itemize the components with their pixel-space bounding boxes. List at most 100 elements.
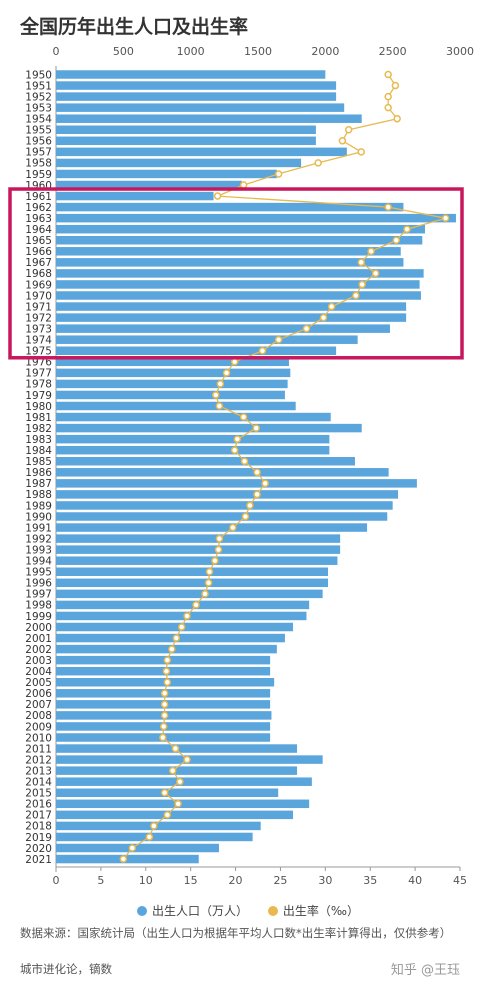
rate-point: [145, 833, 154, 841]
chart-title: 全国历年出生人口及出生率: [20, 16, 249, 38]
year-label: 1972: [25, 312, 52, 324]
year-label: 2019: [25, 832, 52, 844]
bar: [56, 457, 355, 466]
bar: [56, 247, 401, 256]
bar: [56, 578, 329, 588]
bar: [56, 556, 338, 565]
year-label: 2014: [25, 777, 52, 789]
year-label: 1969: [25, 279, 52, 291]
bar: [56, 810, 294, 820]
rate-point: [357, 258, 365, 267]
rate-point: [192, 601, 200, 609]
rate-point: [168, 645, 176, 653]
year-label: 2009: [25, 721, 52, 733]
rate-point: [229, 523, 237, 532]
year-label: 1962: [25, 202, 52, 214]
rate-point: [384, 203, 392, 211]
legend-item-rate[interactable]: 出生率（‰）: [267, 902, 359, 919]
bottom-axis-tick: 30: [318, 874, 332, 887]
rate-point: [119, 855, 128, 863]
bar: [56, 368, 291, 378]
year-label: 1954: [25, 114, 52, 126]
bar: [56, 600, 310, 610]
legend-item-births[interactable]: 出生人口（万人）: [137, 902, 248, 919]
bar: [56, 854, 199, 864]
rate-point: [204, 579, 213, 587]
bar: [56, 236, 423, 245]
year-label: 1951: [25, 80, 52, 92]
year-label: 1986: [25, 467, 52, 479]
rate-point: [327, 302, 336, 311]
rate-point: [240, 457, 249, 465]
bar: [56, 523, 368, 532]
legend-dot-rate-icon: [267, 906, 278, 916]
rate-point: [319, 313, 328, 322]
rate-point: [230, 358, 239, 366]
year-label: 2015: [25, 788, 52, 800]
bottom-axis-tick: 5: [97, 874, 104, 887]
bar: [56, 81, 337, 90]
bar: [56, 501, 393, 510]
year-label: 2013: [25, 765, 52, 777]
bar: [56, 169, 277, 179]
bar: [56, 147, 347, 157]
bar: [56, 324, 390, 333]
year-label: 1985: [25, 456, 52, 468]
rate-point: [393, 114, 401, 123]
year-label: 2008: [25, 710, 52, 722]
bar: [56, 534, 341, 543]
bar: [56, 202, 404, 212]
year-label: 1992: [25, 533, 52, 545]
year-label: 1982: [25, 423, 52, 435]
year-label: 1993: [25, 544, 52, 556]
bar: [56, 821, 261, 831]
rate-point: [212, 391, 220, 399]
year-label: 2017: [25, 810, 52, 822]
rate-point: [163, 678, 172, 686]
bar: [56, 655, 271, 665]
bar: [56, 545, 341, 554]
highlight-rect: [8, 187, 464, 360]
year-label: 1980: [25, 401, 52, 413]
rate-point: [384, 92, 392, 101]
bar: [56, 644, 277, 654]
bar: [56, 843, 219, 853]
year-label: 1987: [25, 478, 52, 490]
bar: [56, 335, 358, 344]
rate-point: [274, 335, 283, 344]
year-label: 1957: [25, 147, 52, 159]
rate-point: [344, 126, 353, 134]
rate-point: [239, 413, 248, 421]
year-label: 1955: [25, 125, 52, 137]
year-label: 1977: [25, 368, 52, 380]
year-label: 1975: [25, 346, 52, 358]
year-label: 1964: [25, 224, 52, 236]
rate-point: [160, 689, 169, 698]
year-label: 1966: [25, 246, 52, 258]
top-axis-tick: 3000: [446, 45, 474, 58]
bar: [56, 136, 316, 146]
year-label: 2005: [25, 677, 52, 689]
rate-point: [352, 291, 360, 300]
year-label: 1967: [25, 257, 52, 269]
rate-point: [241, 512, 250, 521]
year-label: 1997: [25, 589, 52, 601]
year-labels: 1950195119521953195419551956195719581959…: [25, 69, 52, 866]
rate-point: [384, 103, 392, 112]
rate-point: [261, 479, 269, 488]
rate-point: [211, 556, 219, 565]
year-label: 1968: [25, 268, 52, 280]
bar: [56, 291, 421, 300]
bottom-axis-tick: 20: [229, 874, 243, 887]
bar: [56, 313, 407, 322]
bar: [56, 589, 323, 599]
bar: [56, 302, 407, 311]
year-label: 1996: [25, 578, 52, 590]
bottom-axis-tick: 40: [408, 874, 422, 887]
year-label: 2003: [25, 655, 52, 667]
bar: [56, 92, 337, 101]
rate-point: [274, 170, 283, 178]
bar: [56, 622, 294, 632]
year-label: 1956: [25, 136, 52, 148]
rate-point: [392, 236, 401, 244]
